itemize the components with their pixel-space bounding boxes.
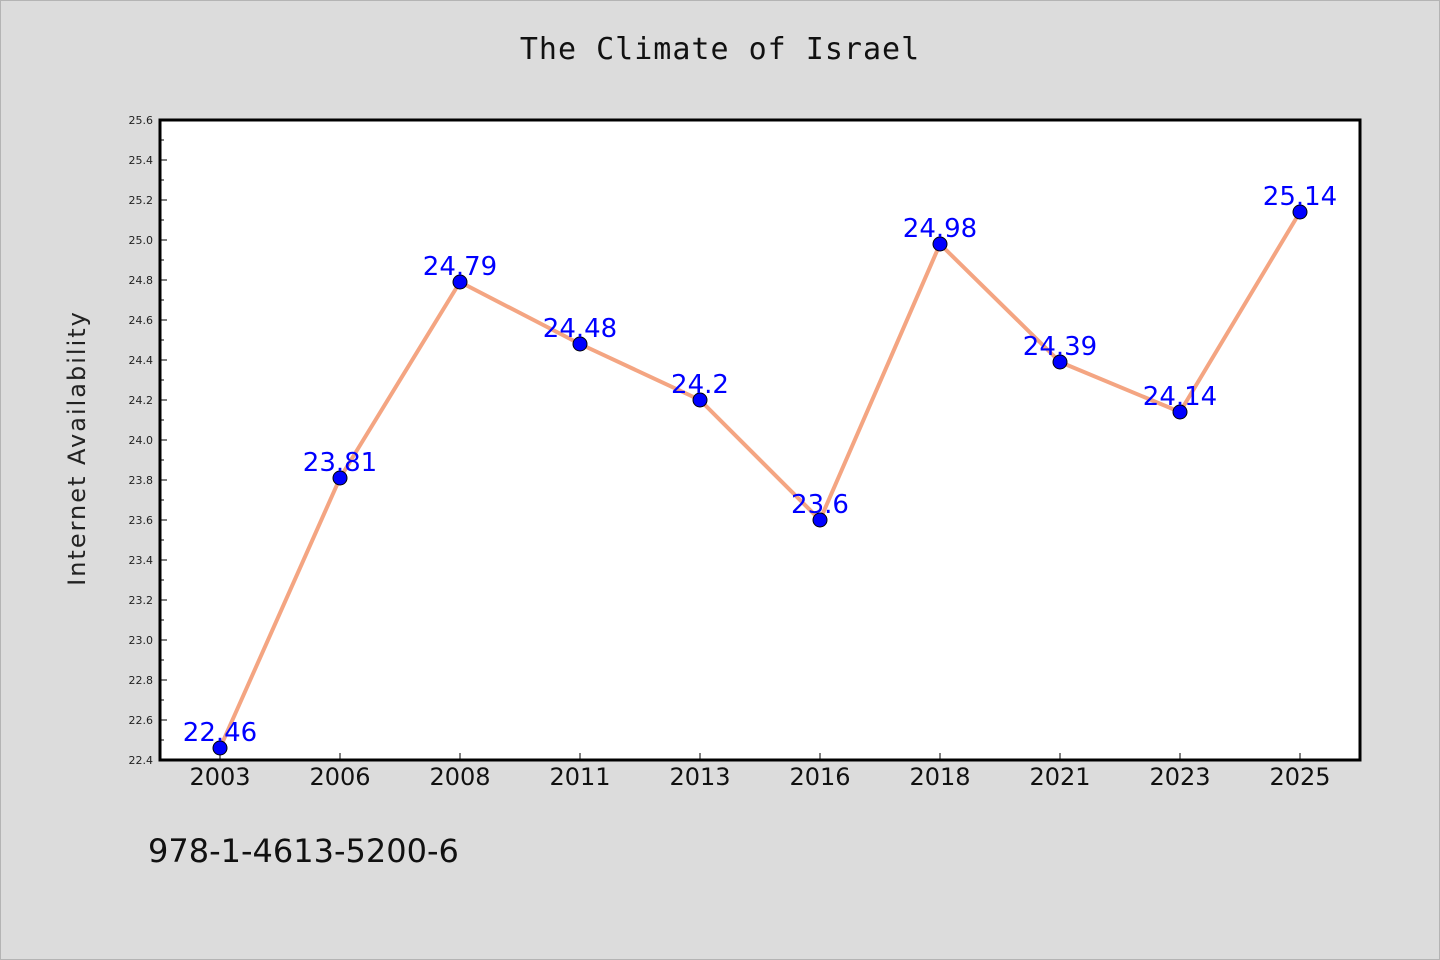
x-axis: 2003 2006 2008 2011 2013 2016 2018 2021 2023 2025: [189, 753, 1331, 791]
x-tick-label: 2021: [1029, 763, 1090, 791]
data-point: [1292, 204, 1308, 220]
y-tick-label: 24.0: [129, 434, 154, 447]
y-tick-label: 24.8: [129, 274, 154, 287]
plot-area: [158, 118, 1362, 762]
data-point: [452, 274, 468, 290]
data-label: 24.2: [671, 370, 729, 400]
chart-title: The Climate of Israel: [519, 32, 921, 67]
x-tick-label: 2008: [429, 763, 490, 791]
data-point: [1052, 354, 1068, 370]
y-tick-label: 24.4: [129, 354, 154, 367]
data-point: [572, 336, 588, 352]
y-tick-label: 23.4: [129, 554, 154, 567]
data-point: [332, 470, 348, 486]
data-label: 24.79: [423, 252, 497, 282]
data-point: [692, 392, 708, 408]
y-tick-label: 22.8: [129, 674, 154, 687]
data-labels: 22.46 23.81 24.79 24.48 24.2 23.6 24.98 24.39 24…: [183, 182, 1337, 748]
data-point: [812, 512, 828, 528]
data-label: 24.39: [1023, 332, 1097, 362]
data-label: 23.81: [303, 448, 377, 478]
y-tick-label: 25.2: [129, 194, 154, 207]
data-point: [212, 740, 228, 756]
x-tick-label: 2011: [549, 763, 610, 791]
y-tick-label: 25.4: [129, 154, 154, 167]
x-tick-label: 2016: [789, 763, 850, 791]
data-label: 24.98: [903, 214, 977, 244]
data-label: 24.48: [543, 314, 617, 344]
y-tick-label: 23.6: [129, 514, 154, 527]
x-tick-label: 2018: [909, 763, 970, 791]
x-tick-label: 2003: [189, 763, 250, 791]
series-line: [218, 210, 1302, 749]
data-point: [1172, 404, 1188, 420]
y-tick-label: 24.6: [129, 314, 154, 327]
x-tick-label: 2025: [1269, 763, 1330, 791]
data-label: 22.46: [183, 718, 257, 748]
y-tick-label: 22.6: [129, 714, 154, 727]
y-axis-label: Internet Availability: [63, 310, 91, 586]
data-label: 23.6: [791, 490, 849, 520]
y-tick-label: 25.6: [129, 114, 154, 127]
data-point: [932, 236, 948, 252]
y-tick-label: 22.4: [129, 754, 154, 767]
y-tick-label: 23.2: [129, 594, 154, 607]
x-tick-label: 2006: [309, 763, 370, 791]
data-label: 24.14: [1143, 382, 1217, 412]
series-group: [212, 204, 1308, 756]
y-tick-label: 25.0: [129, 234, 154, 247]
x-tick-label: 2023: [1149, 763, 1210, 791]
y-tick-label: 24.2: [129, 394, 154, 407]
y-axis: 22.4 22.6 22.8 23.0 23.2 23.4 23.6 23.8 24.0 24.2…: [129, 114, 167, 767]
footnote-isbn: 978-1-4613-5200-6: [148, 832, 459, 870]
y-tick-label: 23.0: [129, 634, 154, 647]
x-tick-label: 2013: [669, 763, 730, 791]
data-label: 25.14: [1263, 182, 1337, 212]
y-tick-label: 23.8: [129, 474, 154, 487]
